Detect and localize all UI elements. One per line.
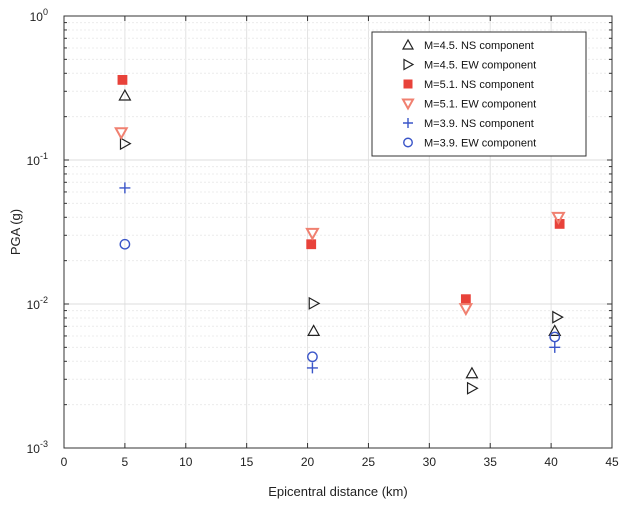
data-point xyxy=(460,294,471,305)
x-tick-label: 25 xyxy=(362,455,376,469)
data-point xyxy=(305,227,320,241)
y-tick-exponent: -3 xyxy=(40,439,48,449)
data-point xyxy=(552,310,564,324)
legend-marker xyxy=(403,79,413,89)
data-point xyxy=(307,351,318,363)
x-tick-label: 45 xyxy=(605,455,619,469)
y-tick-label: 10-3 xyxy=(27,439,48,456)
data-point xyxy=(118,88,132,101)
legend-marker xyxy=(403,58,415,71)
x-tick-label: 35 xyxy=(484,455,498,469)
data-point xyxy=(114,127,129,141)
legend-label: M=5.1. EW component xyxy=(424,99,536,111)
y-tick-exponent: 0 xyxy=(43,7,48,17)
legend-marker xyxy=(401,98,415,111)
legend-marker xyxy=(401,38,415,50)
x-tick-label: 0 xyxy=(61,455,68,469)
x-tick-label: 10 xyxy=(179,455,193,469)
legend-label: M=3.9. EW component xyxy=(424,138,536,150)
y-tick-base: 10 xyxy=(27,154,41,168)
legend-label: M=5.1. NS component xyxy=(424,79,534,91)
legend-marker xyxy=(403,118,413,128)
data-point xyxy=(119,238,131,250)
data-point xyxy=(465,366,479,379)
y-tick-label: 10-1 xyxy=(27,151,48,168)
legend-marker xyxy=(403,137,413,148)
legend-label: M=4.5. EW component xyxy=(424,60,536,72)
data-point xyxy=(307,324,321,336)
x-tick-label: 30 xyxy=(423,455,437,469)
data-point xyxy=(308,296,321,310)
x-tick-label: 40 xyxy=(544,455,558,469)
data-point xyxy=(119,182,131,194)
y-axis-title: PGA (g) xyxy=(8,209,23,255)
data-point xyxy=(466,381,479,395)
data-point xyxy=(306,362,318,374)
data-point xyxy=(549,341,561,353)
y-tick-base: 10 xyxy=(27,442,41,456)
data-point xyxy=(119,137,132,151)
legend-label: M=3.9. NS component xyxy=(424,118,534,130)
data-point xyxy=(551,211,566,225)
legend-label: M=4.5. NS component xyxy=(424,40,534,52)
x-tick-label: 15 xyxy=(240,455,254,469)
data-marks xyxy=(114,74,566,395)
y-tick-label: 100 xyxy=(30,7,48,24)
y-tick-exponent: -1 xyxy=(40,151,48,161)
x-tick-label: 5 xyxy=(122,455,129,469)
data-point xyxy=(458,303,474,317)
y-tick-label: 10-2 xyxy=(27,295,48,312)
data-point xyxy=(306,239,317,250)
data-point xyxy=(548,324,562,336)
plot-frame xyxy=(63,15,613,449)
x-tick-label: 20 xyxy=(301,455,315,469)
legend-box xyxy=(371,31,587,157)
data-point xyxy=(549,331,561,343)
data-point xyxy=(117,74,128,85)
y-tick-base: 10 xyxy=(30,10,44,24)
legend: M=4.5. NS component M=4.5. EW component M=… xyxy=(371,31,587,157)
y-tick-exponent: -2 xyxy=(40,295,48,305)
y-tick-base: 10 xyxy=(27,298,41,312)
x-axis-title: Epicentral distance (km) xyxy=(268,484,407,499)
